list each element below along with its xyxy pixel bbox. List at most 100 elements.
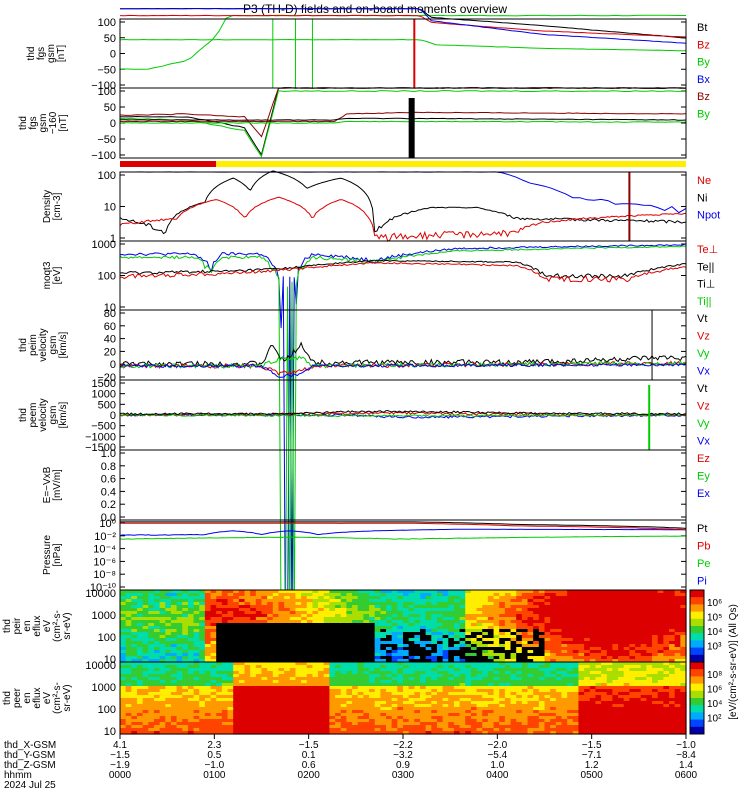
spectrogram-cell	[233, 596, 240, 600]
spectrogram-cell	[261, 731, 268, 735]
spectrogram-cell	[244, 677, 251, 681]
spectrogram-cell	[170, 659, 178, 663]
spectrogram-cell	[238, 671, 246, 675]
spectrogram-cell	[408, 677, 415, 681]
spectrogram-cell	[357, 677, 364, 681]
spectrogram-cell	[442, 680, 449, 684]
spectrogram-cell	[323, 650, 331, 654]
spectrogram-cell	[323, 698, 331, 702]
spectrogram-cell	[221, 656, 229, 660]
spectrogram-cell	[165, 620, 172, 624]
spectrogram-cell	[352, 677, 359, 681]
spectrogram-cell	[436, 680, 444, 684]
spectrogram-cell	[493, 638, 500, 642]
spectrogram-cell	[227, 635, 234, 639]
spectrogram-cell	[436, 674, 444, 678]
spectrogram-cell	[640, 698, 647, 702]
spectrogram-cell	[346, 629, 353, 633]
spectrogram-cell	[567, 605, 574, 609]
spectrogram-cell	[584, 653, 591, 657]
spectrogram-cell	[453, 641, 461, 645]
spectrogram-cell	[335, 713, 342, 717]
spectrogram-cell	[250, 698, 257, 702]
spectrogram-cell	[284, 731, 291, 735]
y-tick-label: 1000	[92, 389, 116, 401]
spectrogram-cell	[414, 641, 421, 645]
spectrogram-cell	[606, 719, 614, 723]
spectrogram-cell	[403, 662, 410, 666]
spectrogram-cell	[301, 668, 308, 672]
spectrogram-cell	[153, 707, 161, 711]
spectrogram-cell	[544, 704, 551, 708]
spectrogram-cell	[521, 665, 529, 669]
spectrogram-cell	[323, 602, 331, 606]
spectrogram-cell	[652, 668, 659, 672]
spectrogram-cell	[165, 593, 172, 597]
spectrogram-cell	[272, 692, 280, 696]
spectrogram-cell	[612, 710, 619, 714]
spectrogram-cell	[295, 662, 302, 666]
spectrogram-cell	[210, 713, 217, 717]
spectrogram-cell	[493, 719, 500, 723]
spectrogram-cell	[165, 689, 172, 693]
spectrogram-cell	[148, 713, 155, 717]
spectrogram-cell	[499, 695, 506, 699]
spectrogram-cell	[578, 602, 585, 606]
spectrogram-cell	[516, 596, 523, 600]
y-label-line: peim	[28, 334, 39, 356]
spectrogram-cell	[470, 719, 478, 723]
spectrogram-cell	[193, 689, 200, 693]
spectrogram-cell	[544, 596, 551, 600]
spectrogram-cell	[527, 695, 534, 699]
spectrogram-cell	[584, 692, 591, 696]
spectrogram-cell	[176, 698, 183, 702]
spectrogram-cell	[589, 665, 597, 669]
spectrogram-cell	[148, 602, 155, 606]
spectrogram-cell	[261, 629, 268, 633]
spectrogram-cell	[301, 602, 308, 606]
spectrogram-cell	[306, 611, 314, 615]
spectrogram-cell	[255, 596, 263, 600]
spectrogram-cell	[550, 704, 557, 708]
spectrogram-cell	[618, 596, 625, 600]
spectrogram-cell	[635, 638, 642, 642]
spectrogram-cell	[272, 710, 280, 714]
spectrogram-cell	[312, 620, 319, 624]
spectrogram-cell	[295, 731, 302, 735]
spectrogram-cell	[272, 623, 280, 627]
spectrogram-cell	[663, 608, 670, 612]
spectrogram-cell	[584, 638, 591, 642]
spectrogram-cell	[470, 590, 478, 594]
spectrogram-cell	[131, 665, 138, 669]
spectrogram-cell	[391, 647, 398, 651]
y-tick-label: 1000	[92, 682, 116, 694]
spectrogram-cell	[227, 686, 234, 690]
spectrogram-cell	[301, 650, 308, 654]
spectrogram-cell	[312, 629, 319, 633]
spectrogram-cell	[136, 632, 144, 636]
spectrogram-cell	[504, 641, 512, 645]
spectrogram-cell	[601, 632, 608, 636]
spectrogram-cell	[278, 653, 285, 657]
spectrogram-cell	[652, 620, 659, 624]
spectrogram-cell	[153, 641, 161, 645]
spectrogram-cell	[442, 662, 449, 666]
spectrogram-cell	[380, 620, 387, 624]
spectrogram-cell	[436, 662, 444, 666]
spectrogram-cell	[199, 728, 206, 732]
spectrogram-cell	[589, 617, 597, 621]
spectrogram-cell	[646, 674, 653, 678]
y-label-line: eflux	[32, 615, 43, 636]
legend-entry: Ey	[697, 471, 710, 483]
spectrogram-cell	[329, 728, 336, 732]
spectrogram-cell	[623, 632, 630, 636]
spectrogram-cell	[278, 713, 285, 717]
spectrogram-cell	[148, 593, 155, 597]
spectrogram-cell	[352, 674, 359, 678]
spectrogram-cell	[216, 602, 223, 606]
spectrogram-cell	[323, 599, 331, 603]
spectrogram-cell	[318, 623, 325, 627]
spectrogram-cell	[233, 665, 240, 669]
spectrogram-cell	[538, 683, 546, 687]
